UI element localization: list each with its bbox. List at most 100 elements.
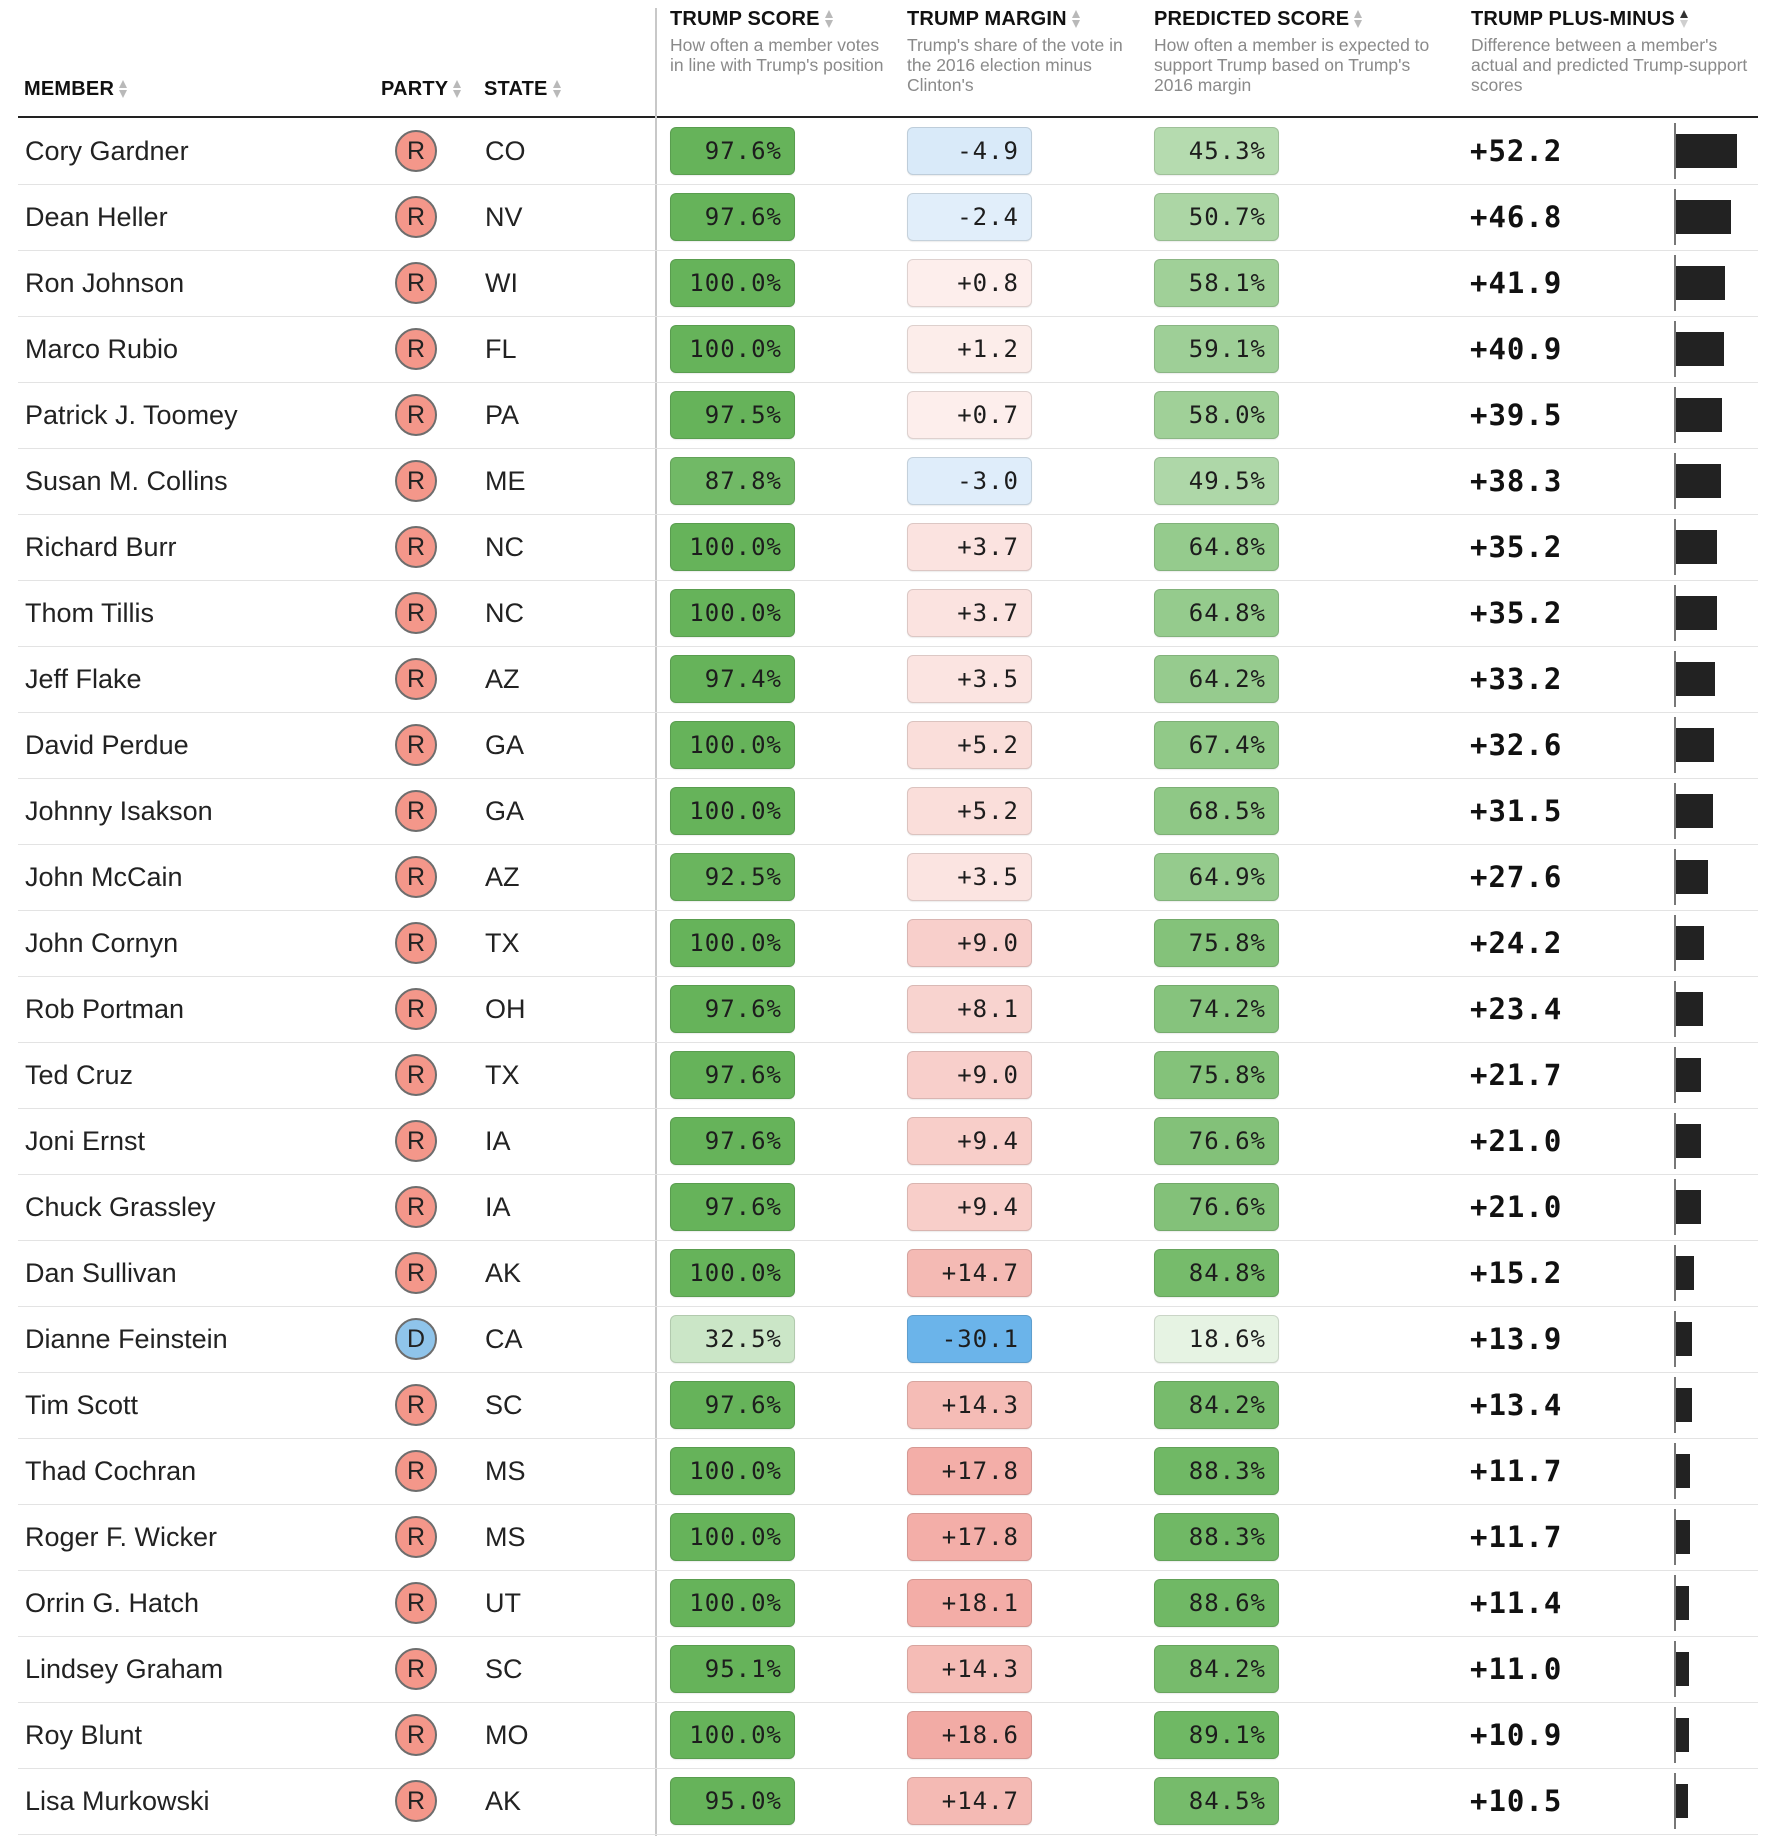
sort-icon xyxy=(453,80,462,98)
table-row[interactable]: Joni Ernst R IA 97.6% +9.4 76.6% +21.0 xyxy=(18,1108,1758,1175)
plus-minus-bar xyxy=(1676,926,1704,960)
sort-icon xyxy=(552,80,561,98)
plus-minus-bar xyxy=(1676,1718,1689,1752)
table-row[interactable]: Johnny Isakson R GA 100.0% +5.2 68.5% +31.5 xyxy=(18,778,1758,845)
table-row[interactable]: Chuck Grassley R IA 97.6% +9.4 76.6% +21.0 xyxy=(18,1174,1758,1241)
plus-minus-value: +11.7 xyxy=(1470,1454,1563,1488)
party-badge: R xyxy=(395,1570,437,1636)
header-party[interactable]: PARTY xyxy=(381,0,471,116)
bar-baseline xyxy=(1674,981,1676,1037)
trump-margin-value: +9.4 xyxy=(907,1117,1032,1165)
bar-baseline xyxy=(1674,1245,1676,1301)
member-name[interactable]: Cory Gardner xyxy=(25,135,189,166)
table-row[interactable]: Cory Gardner R CO 97.6% -4.9 45.3% +52.2 xyxy=(18,118,1758,185)
plus-minus-bar-cell xyxy=(1674,1438,1754,1504)
table-row[interactable]: John McCain R AZ 92.5% +3.5 64.9% +27.6 xyxy=(18,844,1758,911)
trump-margin-value: +3.7 xyxy=(907,589,1032,637)
table-row[interactable]: Lindsey Graham R SC 95.1% +14.3 84.2% +11.0 xyxy=(18,1636,1758,1703)
trump-margin-value: +0.7 xyxy=(907,391,1032,439)
member-name[interactable]: Orrin G. Hatch xyxy=(25,1587,200,1618)
member-name[interactable]: Johnny Isakson xyxy=(25,795,213,826)
member-name[interactable]: Ron Johnson xyxy=(25,267,185,298)
header-predicted-score[interactable]: PREDICTED SCORE How often a member is ex… xyxy=(1154,0,1444,116)
member-name[interactable]: Thom Tillis xyxy=(25,597,155,628)
table-row[interactable]: Thom Tillis R NC 100.0% +3.7 64.8% +35.2 xyxy=(18,580,1758,647)
predicted-score-value: 74.2% xyxy=(1154,985,1279,1033)
trump-score-value: 100.0% xyxy=(670,1513,795,1561)
table-row[interactable]: Ron Johnson R WI 100.0% +0.8 58.1% +41.9 xyxy=(18,250,1758,317)
table-row[interactable]: Patrick J. Toomey R PA 97.5% +0.7 58.0% +39.5 xyxy=(18,382,1758,449)
plus-minus-value: +21.7 xyxy=(1470,1058,1563,1092)
predicted-score-value: 49.5% xyxy=(1154,457,1279,505)
plus-minus-bar-cell xyxy=(1674,184,1754,250)
party-letter: R xyxy=(395,394,437,436)
table-row[interactable]: Richard Burr R NC 100.0% +3.7 64.8% +35.2 xyxy=(18,514,1758,581)
trump-margin-description: Trump's share of the vote in the 2016 el… xyxy=(907,35,1123,95)
table-row[interactable]: Orrin G. Hatch R UT 100.0% +18.1 88.6% +11.4 xyxy=(18,1570,1758,1637)
table-row[interactable]: Roy Blunt R MO 100.0% +18.6 89.1% +10.9 xyxy=(18,1702,1758,1769)
member-name[interactable]: Susan M. Collins xyxy=(25,465,228,496)
member-name[interactable]: Roy Blunt xyxy=(25,1719,143,1750)
trump-score-value: 95.1% xyxy=(670,1645,795,1693)
state-code: CO xyxy=(485,135,526,166)
member-name[interactable]: Roger F. Wicker xyxy=(25,1521,218,1552)
member-name[interactable]: Richard Burr xyxy=(25,531,177,562)
member-name[interactable]: Ted Cruz xyxy=(25,1059,134,1090)
member-name[interactable]: Tim Scott xyxy=(25,1389,139,1420)
member-name[interactable]: Lindsey Graham xyxy=(25,1653,224,1684)
plus-minus-bar-cell xyxy=(1674,316,1754,382)
column-divider xyxy=(655,8,657,1836)
member-name[interactable]: Chuck Grassley xyxy=(25,1191,216,1222)
member-name[interactable]: John Cornyn xyxy=(25,927,179,958)
member-name[interactable]: Dean Heller xyxy=(25,201,168,232)
table-row[interactable]: Jeff Flake R AZ 97.4% +3.5 64.2% +33.2 xyxy=(18,646,1758,713)
member-name[interactable]: Marco Rubio xyxy=(25,333,179,364)
table-row[interactable]: John Cornyn R TX 100.0% +9.0 75.8% +24.2 xyxy=(18,910,1758,977)
member-name[interactable]: Rob Portman xyxy=(25,993,185,1024)
plus-minus-bar xyxy=(1676,134,1737,168)
header-state[interactable]: STATE xyxy=(484,0,574,116)
plus-minus-value: +31.5 xyxy=(1470,794,1563,828)
table-row[interactable]: Dianne Feinstein D CA 32.5% -30.1 18.6% +13.9 xyxy=(18,1306,1758,1373)
member-name[interactable]: Thad Cochran xyxy=(25,1455,197,1486)
member-name[interactable]: Lisa Murkowski xyxy=(25,1785,210,1816)
trump-score-value: 100.0% xyxy=(670,523,795,571)
table-row[interactable]: Rob Portman R OH 97.6% +8.1 74.2% +23.4 xyxy=(18,976,1758,1043)
member-name[interactable]: Patrick J. Toomey xyxy=(25,399,238,430)
table-row[interactable]: Tim Scott R SC 97.6% +14.3 84.2% +13.4 xyxy=(18,1372,1758,1439)
header-trump-margin[interactable]: TRUMP MARGIN Trump's share of the vote i… xyxy=(907,0,1132,116)
table-row[interactable]: Ted Cruz R TX 97.6% +9.0 75.8% +21.7 xyxy=(18,1042,1758,1109)
table-row[interactable]: Thad Cochran R MS 100.0% +17.8 88.3% +11.7 xyxy=(18,1438,1758,1505)
member-name[interactable]: Dianne Feinstein xyxy=(25,1323,228,1354)
table-row[interactable]: Dean Heller R NV 97.6% -2.4 50.7% +46.8 xyxy=(18,184,1758,251)
header-member[interactable]: MEMBER xyxy=(24,0,304,116)
party-letter: R xyxy=(395,1582,437,1624)
header-trump-score[interactable]: TRUMP SCORE How often a member votes in … xyxy=(670,0,895,116)
bar-baseline xyxy=(1674,651,1676,707)
table-row[interactable]: Roger F. Wicker R MS 100.0% +17.8 88.3% +11.7 xyxy=(18,1504,1758,1571)
plus-minus-bar xyxy=(1676,1520,1690,1554)
plus-minus-value: +11.0 xyxy=(1470,1652,1563,1686)
member-name[interactable]: Jeff Flake xyxy=(25,663,142,694)
state-code: IA xyxy=(485,1191,511,1222)
trump-score-value: 100.0% xyxy=(670,1249,795,1297)
table-row[interactable]: David Perdue R GA 100.0% +5.2 67.4% +32.6 xyxy=(18,712,1758,779)
party-badge: R xyxy=(395,1042,437,1108)
party-letter: R xyxy=(395,1780,437,1822)
party-badge: R xyxy=(395,316,437,382)
member-name[interactable]: Dan Sullivan xyxy=(25,1257,177,1288)
member-name[interactable]: John McCain xyxy=(25,861,183,892)
party-letter: R xyxy=(395,1516,437,1558)
header-plus-minus[interactable]: TRUMP PLUS-MINUS Difference between a me… xyxy=(1471,0,1761,116)
member-name[interactable]: David Perdue xyxy=(25,729,189,760)
table-row[interactable]: Lisa Murkowski R AK 95.0% +14.7 84.5% +10.5 xyxy=(18,1768,1758,1835)
table-row[interactable]: Marco Rubio R FL 100.0% +1.2 59.1% +40.9 xyxy=(18,316,1758,383)
trump-margin-value: +9.4 xyxy=(907,1183,1032,1231)
trump-score-value: 100.0% xyxy=(670,787,795,835)
table-row[interactable]: Susan M. Collins R ME 87.8% -3.0 49.5% +38.3 xyxy=(18,448,1758,515)
party-letter: R xyxy=(395,460,437,502)
bar-baseline xyxy=(1674,453,1676,509)
table-row[interactable]: Dan Sullivan R AK 100.0% +14.7 84.8% +15.2 xyxy=(18,1240,1758,1307)
party-letter: R xyxy=(395,130,437,172)
member-name[interactable]: Joni Ernst xyxy=(25,1125,146,1156)
